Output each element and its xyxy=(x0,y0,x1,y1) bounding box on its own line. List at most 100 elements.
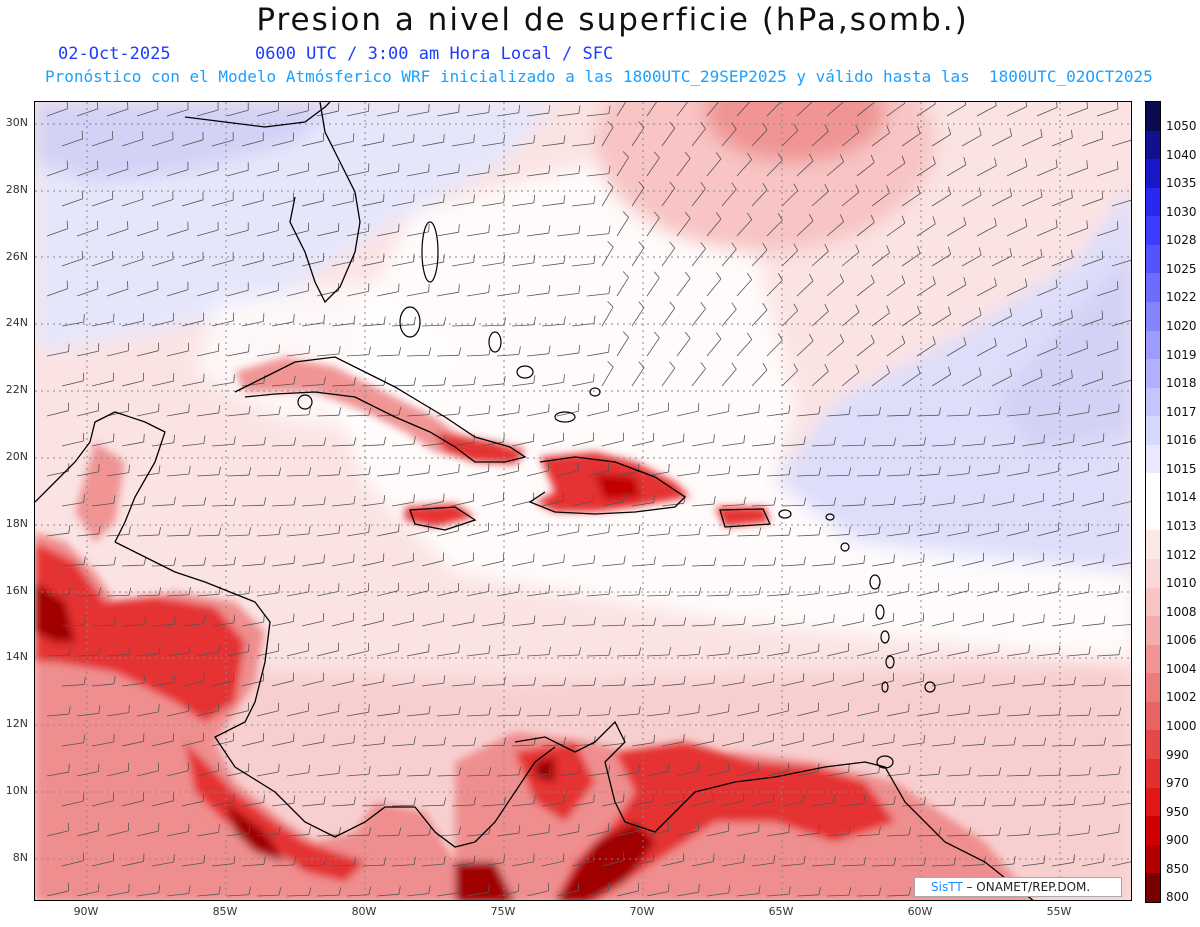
wind-barb xyxy=(166,350,189,357)
wind-barb xyxy=(241,504,264,507)
wind-barb-flag xyxy=(623,493,625,502)
wind-barb xyxy=(1111,501,1131,507)
wind-barb xyxy=(391,681,414,687)
wind-barb-flag xyxy=(1009,368,1013,377)
wind-barb-flag xyxy=(998,406,1001,415)
wind-barb xyxy=(961,314,982,327)
wind-barb-flag xyxy=(700,182,706,189)
wind-barb xyxy=(1111,684,1131,687)
wind-barb xyxy=(931,864,954,867)
wind-barb xyxy=(676,218,691,237)
wind-barb xyxy=(286,110,309,117)
wind-barb xyxy=(841,191,860,207)
wind-barb xyxy=(211,320,234,327)
wind-barb xyxy=(271,504,294,507)
wind-barb xyxy=(286,894,310,897)
colorbar-swatch xyxy=(1146,187,1160,217)
wind-barb-flag xyxy=(878,525,881,534)
wind-barb xyxy=(856,650,879,657)
wind-barb-flag xyxy=(96,160,99,169)
wind-barb-flag xyxy=(1101,370,1104,379)
wind-barb-flag xyxy=(428,885,431,894)
wind-barb-flag xyxy=(503,317,507,326)
wind-barb xyxy=(916,223,936,237)
wind-barb xyxy=(811,802,834,807)
wind-barb-flag xyxy=(593,255,596,264)
wind-barb-flag xyxy=(593,195,596,204)
wind-barb-flag xyxy=(638,647,642,656)
wind-barb xyxy=(766,279,783,297)
wind-barb-flag xyxy=(1040,248,1043,257)
wind-barb-flag xyxy=(728,527,732,536)
wind-barb-flag xyxy=(518,766,522,775)
wind-barb-flag xyxy=(623,555,626,564)
wind-barb-flag xyxy=(818,585,821,594)
wind-barb xyxy=(991,195,1012,207)
wind-barb xyxy=(526,890,549,897)
wind-barb xyxy=(886,711,909,717)
wind-barb xyxy=(541,860,564,867)
wind-barb-flag xyxy=(1103,795,1106,804)
wind-barb-flag xyxy=(128,646,131,655)
lat-label: 20N xyxy=(5,450,28,463)
wind-barb xyxy=(736,411,759,417)
colorbar-swatch xyxy=(1146,844,1160,874)
wind-barb-flag xyxy=(563,195,566,204)
wind-barb-flag xyxy=(713,557,717,566)
wind-barb-flag xyxy=(188,645,191,654)
wind-barb xyxy=(376,590,399,597)
wind-barb xyxy=(226,832,249,837)
wind-barb xyxy=(751,862,774,867)
wind-barb xyxy=(1021,744,1044,747)
wind-barb xyxy=(526,654,549,657)
wind-barb xyxy=(316,474,339,477)
wind-barb-flag xyxy=(368,766,371,775)
wind-barb xyxy=(241,740,264,747)
lon-label: 65W xyxy=(768,905,794,918)
wind-barb xyxy=(841,562,864,567)
wind-barb-flag xyxy=(968,766,971,775)
wind-barb xyxy=(691,503,714,507)
wind-barb xyxy=(346,290,369,297)
wind-barb-flag xyxy=(824,303,829,312)
wind-barb xyxy=(1051,500,1074,507)
wind-barb-flag xyxy=(917,365,921,374)
wind-barb xyxy=(1081,561,1104,567)
wind-barb xyxy=(241,199,264,207)
wind-barb xyxy=(751,189,768,207)
wind-barb xyxy=(1006,530,1029,537)
wind-barb xyxy=(616,337,629,357)
wind-barb xyxy=(976,834,999,837)
wind-barb xyxy=(646,533,669,537)
wind-barb xyxy=(436,652,459,657)
colorbar-level-label: 1008 xyxy=(1166,604,1197,619)
wind-barb-flag xyxy=(578,225,581,234)
wind-barb xyxy=(481,684,504,687)
wind-barb-flag xyxy=(323,554,325,563)
wind-barb xyxy=(331,680,354,687)
wind-barb xyxy=(346,110,369,117)
wind-barb-flag xyxy=(263,614,265,623)
wind-barb xyxy=(1096,654,1119,657)
wind-barb xyxy=(151,504,174,507)
wind-barb xyxy=(136,594,159,597)
wind-barb xyxy=(1081,500,1104,507)
wind-barb-flag xyxy=(488,645,491,654)
wind-barb xyxy=(46,288,68,297)
wind-barb-flag xyxy=(731,242,737,250)
wind-barb xyxy=(241,802,264,807)
wind-barb xyxy=(1006,106,1028,117)
wind-barb xyxy=(961,194,982,207)
wind-barb-flag xyxy=(777,213,783,221)
wind-barb xyxy=(196,412,219,417)
wind-barb xyxy=(946,284,967,297)
wind-barb xyxy=(301,741,324,747)
wind-barb xyxy=(1066,470,1089,477)
wind-barb-flag xyxy=(762,302,768,311)
wind-barb-flag xyxy=(443,435,446,444)
wind-barb xyxy=(826,221,844,237)
wind-barb-flag xyxy=(923,857,927,866)
wind-barb-flag xyxy=(173,854,175,863)
wind-barb-flag xyxy=(983,494,985,503)
wind-barb xyxy=(856,834,879,837)
